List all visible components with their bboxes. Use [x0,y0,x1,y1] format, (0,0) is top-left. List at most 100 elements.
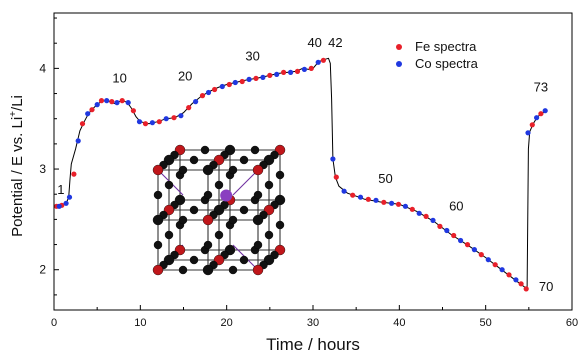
co-point [56,203,62,209]
fe-point [350,192,356,198]
co-point [513,277,519,283]
fe-point [109,99,115,105]
fe-point [253,75,259,81]
co-point [193,99,199,105]
co-point [246,76,252,82]
fe-point [186,105,192,111]
fe-point [226,81,232,88]
co-point [125,100,131,106]
legend-label-fe: Fe spectra [415,39,477,54]
co-point [104,98,110,104]
x-tick-label: 20 [221,317,233,329]
co-point [219,83,225,90]
cycle-annotations: 1 10 20 30 40 42 50 60 70 73 [57,35,553,294]
fe-point [518,281,524,287]
fe-point [267,72,273,78]
crystal-structure-illustration [152,144,286,276]
co-point [94,102,100,108]
fe-point [409,206,415,212]
co-point [163,116,169,122]
x-axis-ticks: 0 10 20 30 40 50 60 [51,305,578,329]
x-tick-label: 30 [307,317,319,329]
co-point [136,119,143,125]
y-axis-ticks: 2 3 4 [39,17,59,296]
fe-point [71,171,77,177]
data-points [54,57,548,292]
co-point [301,66,307,72]
co-point [274,71,280,77]
x-tick-label: 60 [566,317,578,329]
x-tick-label: 0 [51,317,57,329]
co-point [525,130,531,136]
co-point [330,156,336,162]
fe-point [381,199,387,205]
cycle-label: 20 [178,69,192,84]
co-point [402,203,408,209]
fe-point [437,223,443,229]
co-point [232,79,238,86]
co-point [114,100,120,106]
cycle-label: 10 [112,71,126,86]
co-point [499,267,505,273]
co-point [205,89,212,96]
co-point [341,188,347,194]
co-point [260,74,266,80]
co-point [315,59,321,65]
fe-point [98,98,105,104]
fe-point [294,68,301,74]
cycle-label: 73 [534,80,548,95]
fe-point [308,65,314,71]
fe-point [320,57,326,63]
fe-point [538,111,544,117]
cycle-label: 40 [307,35,321,50]
co-point [542,108,548,114]
legend: Fe spectra Co spectra [396,39,479,71]
fe-point [156,119,162,125]
fe-point [199,93,206,99]
y-axis-label-superscript: + [8,111,19,117]
co-point [66,194,73,200]
co-point [471,247,477,253]
co-point [389,200,395,206]
co-point [444,227,450,234]
fe-point [395,201,402,207]
co-point [149,120,155,126]
fe-point [529,122,535,128]
co-point [63,200,69,206]
legend-label-co: Co spectra [415,56,479,71]
x-tick-label: 10 [134,317,146,329]
co-point [288,69,294,75]
y-tick-label: 4 [39,61,46,75]
fe-point [119,98,125,104]
cycle-label: 70 [539,279,553,294]
fe-point [451,232,457,239]
co-point [416,210,422,216]
co-point [357,194,364,200]
fe-point [89,107,95,113]
cycle-label: 1 [57,182,64,197]
fe-point [478,252,484,258]
x-axis-label: Time / hours [266,335,360,354]
fe-point [79,121,86,127]
plot-area [53,57,548,292]
fe-point [523,286,529,292]
co-point [430,217,436,223]
co-point [534,115,540,121]
x-tick-label: 40 [393,317,405,329]
fe-point [130,108,136,114]
co-point [85,111,91,117]
co-point [75,138,81,144]
cycle-label: 60 [449,198,463,213]
fe-point [239,78,245,85]
co-point [178,113,184,119]
cycle-label: 42 [328,35,342,50]
fe-point [333,174,339,180]
fe-point [142,121,149,127]
y-axis-label: Potential / E vs. Li+/Li [8,95,26,237]
y-axis-label-tail: /Li [9,95,26,111]
co-point [485,257,491,263]
potential-curve [53,57,547,290]
co-point [458,237,464,244]
fe-point [464,242,471,248]
